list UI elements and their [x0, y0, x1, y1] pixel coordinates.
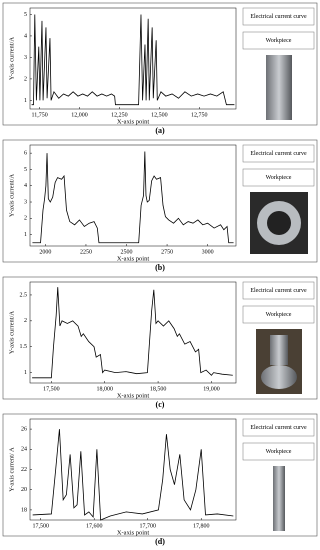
- side-label: Workpiece: [266, 312, 292, 318]
- x-tick-label: 17,800: [193, 523, 210, 529]
- y-axis-label: Y-axis current/A: [8, 311, 15, 354]
- y-tick-label: 1: [24, 370, 27, 376]
- panel-caption: (d): [155, 537, 165, 546]
- x-tick-label: 19,000: [203, 386, 220, 392]
- y-tick-label: 18: [21, 507, 27, 513]
- y-tick-label: 1: [24, 232, 27, 238]
- x-axis-label: X-axis point: [117, 529, 150, 536]
- x-tick-label: 17,700: [139, 523, 156, 529]
- x-tick-label: 2750: [161, 249, 173, 255]
- x-tick-label: 17,600: [86, 523, 103, 529]
- label-box: [242, 168, 315, 187]
- side-label: Workpiece: [266, 449, 292, 455]
- panel-caption: (c): [156, 400, 165, 409]
- label-box: [242, 305, 315, 324]
- plot-frame: [29, 7, 237, 110]
- y-tick-label: 2.5: [20, 292, 28, 298]
- side-label: Electrical current curve: [250, 14, 307, 20]
- x-tick-label: 12,750: [191, 112, 208, 118]
- y-tick-label: 4: [24, 33, 27, 39]
- label-box: [242, 442, 315, 461]
- y-tick-label: 1: [24, 98, 27, 104]
- photo-hole: [267, 211, 291, 235]
- x-tick-label: 17,500: [43, 386, 60, 392]
- label-box: [242, 418, 315, 437]
- x-tick-label: 2500: [121, 249, 133, 255]
- y-tick-label: 3: [24, 55, 27, 61]
- label-box: [242, 31, 315, 50]
- side-label: Electrical current curve: [250, 425, 307, 431]
- y-tick-label: 3: [24, 199, 27, 205]
- y-tick-label: 5: [24, 12, 27, 18]
- x-tick-label: 12,000: [71, 112, 88, 118]
- panel-frame: [2, 413, 318, 537]
- y-tick-label: 24: [21, 447, 27, 453]
- y-tick-label: 6: [24, 151, 27, 157]
- plot-frame: [29, 281, 237, 384]
- y-tick-label: 5: [24, 167, 27, 173]
- x-axis-label: X-axis point: [117, 255, 150, 262]
- panel-frame: [2, 139, 318, 263]
- label-box: [242, 281, 315, 300]
- label-box: [242, 7, 315, 26]
- panel-frame: [2, 276, 318, 400]
- side-label: Electrical current curve: [250, 151, 307, 157]
- x-tick-label: 17,500: [32, 523, 49, 529]
- y-tick-label: 1.5: [20, 344, 28, 350]
- x-tick-label: 11,750: [31, 112, 47, 118]
- x-axis-label: X-axis point: [117, 118, 150, 125]
- y-axis-label: Y-axis current/ A: [8, 447, 15, 492]
- x-tick-label: 12,250: [111, 112, 128, 118]
- photo-part: [261, 365, 297, 389]
- x-tick-label: 3000: [202, 249, 214, 255]
- label-box: [242, 144, 315, 163]
- y-tick-label: 22: [21, 467, 27, 473]
- current-curve: [32, 287, 233, 379]
- side-label: Workpiece: [266, 38, 292, 44]
- photo-part: [270, 335, 288, 365]
- side-label: Workpiece: [266, 175, 292, 181]
- x-tick-label: 18,500: [150, 386, 167, 392]
- x-tick-label: 2250: [80, 249, 92, 255]
- panel-caption: (a): [155, 126, 165, 135]
- panel-caption: (b): [155, 263, 165, 272]
- current-curve: [32, 429, 234, 521]
- panel-frame: [2, 2, 318, 126]
- x-tick-label: 18,000: [96, 386, 113, 392]
- x-tick-label: 2000: [39, 249, 51, 255]
- y-tick-label: 20: [21, 487, 27, 493]
- y-tick-label: 26: [21, 426, 27, 432]
- photo: [273, 466, 285, 531]
- current-curve: [31, 14, 235, 106]
- y-tick-label: 2: [24, 76, 27, 82]
- current-curve: [32, 151, 234, 244]
- y-axis-label: Y-axis current/A: [8, 174, 15, 217]
- photo: [266, 55, 292, 120]
- plot-frame: [29, 144, 237, 247]
- x-axis-label: X-axis point: [117, 392, 150, 399]
- y-axis-label: Y-axis current/A: [8, 37, 15, 80]
- y-tick-label: 2: [24, 318, 27, 324]
- y-tick-label: 4: [24, 183, 27, 189]
- side-label: Electrical current curve: [250, 288, 307, 294]
- x-tick-label: 12,500: [151, 112, 168, 118]
- y-tick-label: 2: [24, 216, 27, 222]
